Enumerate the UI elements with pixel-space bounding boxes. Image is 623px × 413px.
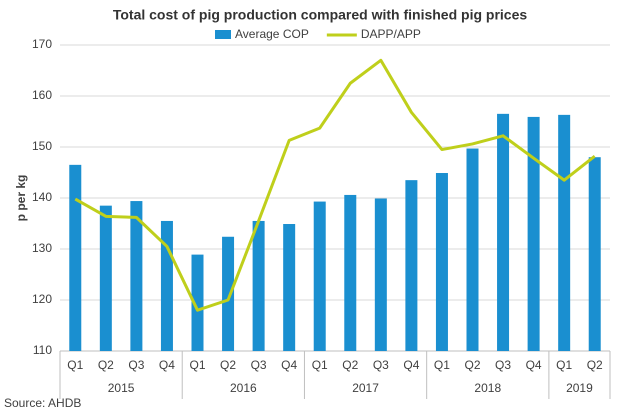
x-tick-label: Q1 (67, 358, 83, 372)
x-tick-label: Q4 (159, 358, 175, 372)
x-tick-label: Q4 (403, 358, 419, 372)
y-tick-label: 150 (32, 139, 52, 153)
group-label: 2016 (230, 381, 257, 395)
bar (130, 201, 143, 351)
y-tick-label: 160 (32, 88, 52, 102)
bar (69, 164, 82, 351)
bar (252, 220, 265, 351)
group-label: 2018 (474, 381, 501, 395)
group-label: 2017 (352, 381, 379, 395)
bar (405, 180, 418, 351)
bar (283, 224, 296, 351)
x-tick-label: Q2 (342, 358, 358, 372)
group-label: 2019 (566, 381, 593, 395)
x-tick-label: Q3 (251, 358, 267, 372)
y-tick-label: 170 (32, 37, 52, 51)
y-tick-label: 110 (33, 343, 52, 357)
x-tick-label: Q4 (281, 358, 297, 372)
y-axis-label: p per kg (14, 175, 28, 222)
source: Source: AHDB (4, 396, 81, 410)
x-tick-label: Q1 (556, 358, 572, 372)
y-tick-label: 120 (32, 292, 52, 306)
legend-swatch (215, 30, 231, 39)
line (74, 58, 596, 312)
bar (222, 236, 235, 351)
bar (99, 205, 112, 351)
x-tick-label: Q1 (189, 358, 205, 372)
bar (527, 116, 540, 351)
x-tick-label: Q2 (220, 358, 236, 372)
x-tick-label: Q3 (128, 358, 144, 372)
bar (313, 201, 326, 351)
group-label: 2015 (108, 381, 135, 395)
y-tick-label: 130 (32, 241, 52, 255)
chart-title: Total cost of pig production compared wi… (113, 7, 528, 23)
x-tick-label: Q1 (312, 358, 328, 372)
bar (558, 114, 571, 352)
legend-label: Average COP (235, 27, 309, 41)
bar (374, 198, 387, 351)
x-tick-label: Q1 (434, 358, 450, 372)
bar (435, 173, 448, 351)
bar (344, 194, 357, 351)
legend-label: DAPP/APP (361, 27, 421, 41)
bar (588, 157, 601, 351)
x-tick-label: Q2 (464, 358, 480, 372)
y-tick-label: 140 (32, 190, 52, 204)
x-tick-label: Q3 (373, 358, 389, 372)
x-tick-label: Q2 (98, 358, 114, 372)
x-tick-label: Q3 (495, 358, 511, 372)
x-tick-label: Q4 (526, 358, 542, 372)
bar (191, 254, 204, 351)
bar (466, 148, 479, 351)
bar (497, 113, 510, 351)
x-tick-label: Q2 (587, 358, 603, 372)
